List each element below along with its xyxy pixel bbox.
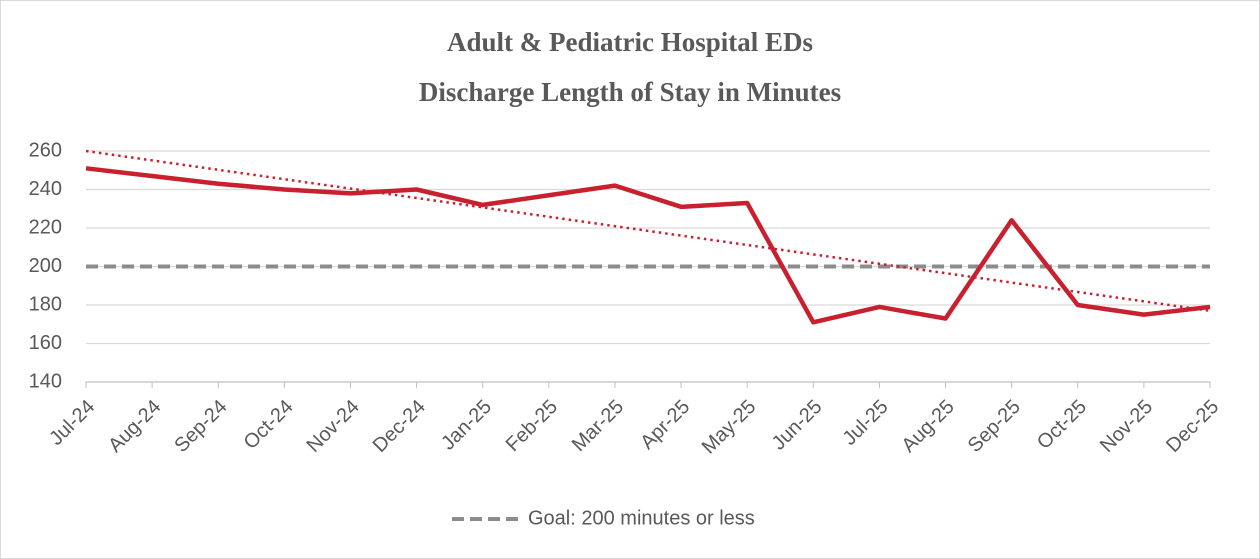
- y-tick-label: 160: [29, 332, 62, 354]
- chart-title: Adult & Pediatric Hospital EDs: [447, 27, 813, 57]
- y-tick-label: 220: [29, 216, 62, 238]
- y-tick-label: 180: [29, 293, 62, 315]
- legend-label: Goal: 200 minutes or less: [528, 507, 755, 529]
- y-tick-label: 260: [29, 139, 62, 161]
- chart-subtitle: Discharge Length of Stay in Minutes: [419, 77, 841, 107]
- y-tick-label: 140: [29, 370, 62, 392]
- data-line: [85, 166, 1211, 325]
- y-tick-label: 240: [29, 178, 62, 200]
- trendline: [85, 149, 1211, 313]
- y-tick-label: 200: [29, 255, 62, 277]
